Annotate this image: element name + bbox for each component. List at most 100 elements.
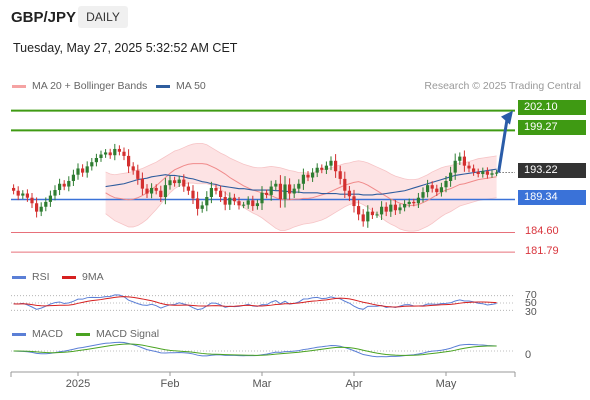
candle-body xyxy=(403,203,407,208)
candle-body xyxy=(260,192,264,204)
rsi-panel xyxy=(11,294,515,311)
candle-body xyxy=(186,186,190,191)
candle-body xyxy=(255,203,259,207)
candle-body xyxy=(53,190,57,196)
time-axis: 2025 Feb Mar Apr May xyxy=(10,371,516,390)
rsi-ma-swatch xyxy=(62,275,76,279)
candles-layer xyxy=(12,143,499,228)
candle-body xyxy=(274,183,278,187)
legend-macd-label: MACD xyxy=(32,328,63,340)
macd-signal-line xyxy=(13,343,497,356)
candle-body xyxy=(163,185,167,197)
candle-body xyxy=(136,170,140,179)
candle-body xyxy=(462,156,466,166)
chart-header: GBP/JPY DAILY xyxy=(0,0,590,34)
candle-body xyxy=(67,180,71,187)
candle-body xyxy=(94,158,98,163)
candle-body xyxy=(205,197,209,206)
time-axis-label: 2025 xyxy=(66,378,90,390)
candle-body xyxy=(426,185,430,193)
candle-body xyxy=(214,187,218,191)
candle-body xyxy=(458,156,462,161)
candle-body xyxy=(393,204,397,211)
candle-body xyxy=(44,201,48,207)
candle-body xyxy=(370,211,374,216)
candle-body xyxy=(113,148,117,156)
candle-body xyxy=(306,174,310,178)
rsi-line xyxy=(13,294,497,311)
candle-body xyxy=(343,178,347,191)
ma20-line xyxy=(105,163,497,206)
candle-body xyxy=(145,188,149,194)
resistance-tag-2: 199.27 xyxy=(518,120,586,135)
candle-body xyxy=(265,192,269,195)
legend-rsi-label: RSI xyxy=(32,271,50,283)
candle-body xyxy=(62,183,66,187)
ma50-swatch xyxy=(156,84,170,88)
candle-body xyxy=(269,186,273,195)
legend-ma50: MA 50 xyxy=(156,80,206,92)
candle-body xyxy=(154,187,158,191)
candle-body xyxy=(315,167,319,173)
candle-body xyxy=(297,183,301,189)
moving-average-layer xyxy=(105,163,497,206)
candle-body xyxy=(85,166,89,173)
candle-body xyxy=(375,214,379,216)
macd-signal-swatch xyxy=(76,332,90,336)
legend-macd: MACD xyxy=(12,328,63,340)
candle-body xyxy=(12,187,16,191)
candle-body xyxy=(81,168,85,173)
candle-body xyxy=(21,193,25,196)
rsi-level-30: 30 xyxy=(525,306,537,318)
candle-body xyxy=(398,207,402,211)
candle-body xyxy=(361,214,365,222)
resistance-tag-1: 202.10 xyxy=(518,100,586,115)
candle-body xyxy=(196,198,200,209)
candle-body xyxy=(430,185,434,189)
pivot-tag: 189.34 xyxy=(518,190,586,205)
candle-body xyxy=(435,188,439,193)
macd-swatch xyxy=(12,332,26,336)
legend-rsi-ma-label: 9MA xyxy=(82,271,104,283)
candle-body xyxy=(173,180,177,184)
bollinger-lower xyxy=(105,182,497,232)
candle-body xyxy=(159,190,163,197)
candle-body xyxy=(329,160,333,166)
legend-rsi-ma: 9MA xyxy=(62,271,104,283)
rsi-level-70: 70 xyxy=(525,289,537,301)
candle-body xyxy=(182,179,186,187)
candle-body xyxy=(324,165,328,170)
candle-body xyxy=(481,171,485,175)
candle-body xyxy=(71,174,75,181)
candle-body xyxy=(334,160,338,172)
candle-body xyxy=(39,206,43,212)
macd-panel xyxy=(11,341,515,358)
rsi-level-50: 50 xyxy=(525,297,537,309)
candle-body xyxy=(150,187,154,194)
support-label-2: 181.79 xyxy=(525,245,559,257)
candle-body xyxy=(485,171,489,175)
candle-body xyxy=(117,148,121,152)
candle-body xyxy=(191,190,195,199)
candle-body xyxy=(177,179,181,184)
candle-body xyxy=(467,165,471,169)
candle-body xyxy=(242,204,246,206)
candle-body xyxy=(288,184,292,194)
candle-body xyxy=(357,206,361,215)
timeframe-button[interactable]: DAILY xyxy=(78,6,128,28)
candle-body xyxy=(439,187,443,193)
candle-body xyxy=(320,167,324,170)
candle-body xyxy=(25,193,29,198)
candle-body xyxy=(35,203,39,212)
macd-zero-label: 0 xyxy=(525,349,532,361)
copyright-text: Research © 2025 Trading Central xyxy=(424,80,581,92)
bollinger-upper xyxy=(105,142,497,180)
candle-body xyxy=(223,197,227,205)
time-axis-label: Feb xyxy=(161,378,180,390)
candle-body xyxy=(495,172,499,174)
rsi-swatch xyxy=(12,275,26,279)
candle-body xyxy=(200,205,204,209)
candle-body xyxy=(292,188,296,194)
candle-body xyxy=(352,196,356,207)
